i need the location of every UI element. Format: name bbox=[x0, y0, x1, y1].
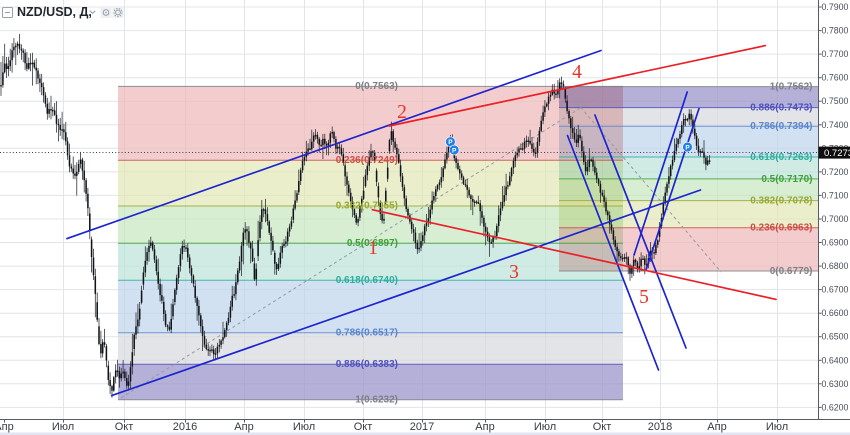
svg-text:1: 1 bbox=[368, 238, 378, 259]
svg-text:0.7600: 0.7600 bbox=[822, 73, 849, 83]
svg-text:2017: 2017 bbox=[410, 421, 434, 433]
svg-text:Окт: Окт bbox=[115, 421, 134, 433]
svg-text:Окт: Окт bbox=[354, 421, 373, 433]
svg-text:P: P bbox=[685, 144, 690, 151]
svg-text:0.5(0.6897): 0.5(0.6897) bbox=[347, 238, 398, 249]
svg-text:0.236(0.7249): 0.236(0.7249) bbox=[336, 155, 398, 166]
svg-text:0.886(0.6383): 0.886(0.6383) bbox=[336, 359, 398, 370]
svg-text:0.786(0.7394): 0.786(0.7394) bbox=[750, 121, 812, 132]
svg-text:0.6700: 0.6700 bbox=[822, 285, 849, 295]
svg-text:0.382(0.7055): 0.382(0.7055) bbox=[336, 201, 398, 212]
svg-text:Июл: Июл bbox=[534, 421, 556, 433]
svg-text:1(0.7562): 1(0.7562) bbox=[770, 82, 813, 93]
svg-text:2: 2 bbox=[397, 102, 407, 123]
svg-text:0.236(0.6963): 0.236(0.6963) bbox=[750, 223, 812, 234]
svg-text:0.7000: 0.7000 bbox=[822, 214, 849, 224]
svg-text:0.6300: 0.6300 bbox=[822, 379, 849, 389]
svg-text:2018: 2018 bbox=[648, 421, 672, 433]
svg-text:0.6400: 0.6400 bbox=[822, 355, 849, 365]
svg-text:P: P bbox=[452, 147, 457, 154]
svg-text:0.7273: 0.7273 bbox=[824, 148, 850, 159]
svg-text:0.6600: 0.6600 bbox=[822, 308, 849, 318]
svg-text:1(0.6232): 1(0.6232) bbox=[355, 394, 398, 405]
svg-text:Апр: Апр bbox=[707, 421, 726, 433]
svg-text:0.7100: 0.7100 bbox=[822, 190, 849, 200]
svg-text:0.7200: 0.7200 bbox=[822, 167, 849, 177]
svg-text:Июл: Июл bbox=[766, 421, 788, 433]
svg-text:0.886(0.7473): 0.886(0.7473) bbox=[750, 103, 812, 114]
svg-text:0.786(0.6517): 0.786(0.6517) bbox=[336, 327, 398, 338]
svg-text:0.618(0.7263): 0.618(0.7263) bbox=[750, 152, 812, 163]
svg-text:0.6800: 0.6800 bbox=[822, 261, 849, 271]
svg-text:0.7500: 0.7500 bbox=[822, 96, 849, 106]
svg-text:0.7700: 0.7700 bbox=[822, 49, 849, 59]
svg-text:Апр: Апр bbox=[0, 421, 14, 433]
svg-text:2016: 2016 bbox=[173, 421, 197, 433]
svg-text:0.618(0.6740): 0.618(0.6740) bbox=[336, 275, 398, 286]
svg-text:P: P bbox=[448, 139, 453, 146]
svg-text:0.6900: 0.6900 bbox=[822, 238, 849, 248]
svg-text:Июл: Июл bbox=[293, 421, 315, 433]
svg-text:0(0.7563): 0(0.7563) bbox=[355, 81, 398, 92]
svg-text:4: 4 bbox=[572, 62, 582, 83]
svg-text:Апр: Апр bbox=[234, 421, 253, 433]
svg-text:NZD/USD, Д,: NZD/USD, Д, bbox=[17, 5, 92, 19]
svg-text:Окт: Окт bbox=[593, 421, 612, 433]
svg-text:0.5(0.7170): 0.5(0.7170) bbox=[761, 174, 812, 185]
svg-text:0.7400: 0.7400 bbox=[822, 120, 849, 130]
svg-text:3: 3 bbox=[509, 262, 519, 283]
svg-text:0.6500: 0.6500 bbox=[822, 332, 849, 342]
svg-text:0.382(0.7078): 0.382(0.7078) bbox=[750, 196, 812, 207]
svg-text:0.7900: 0.7900 bbox=[822, 2, 849, 12]
svg-text:5: 5 bbox=[639, 287, 649, 308]
svg-text:0.7800: 0.7800 bbox=[822, 26, 849, 36]
svg-text:Апр: Апр bbox=[475, 421, 494, 433]
svg-text:0(0.6779): 0(0.6779) bbox=[770, 266, 813, 277]
svg-text:0.6200: 0.6200 bbox=[822, 402, 849, 412]
svg-text:Июл: Июл bbox=[52, 421, 74, 433]
